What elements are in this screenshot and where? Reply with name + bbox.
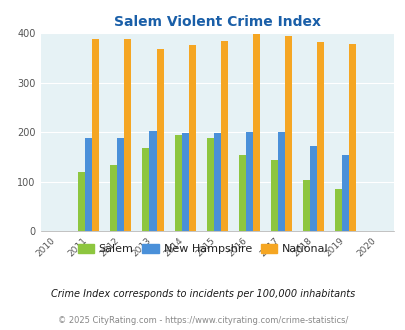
Bar [348,45,355,231]
Bar [277,132,284,231]
Bar [252,35,259,231]
Bar [270,160,277,231]
Text: © 2025 CityRating.com - https://www.cityrating.com/crime-statistics/: © 2025 CityRating.com - https://www.city… [58,316,347,325]
Bar [92,40,99,231]
Bar [284,36,291,231]
Bar [309,146,316,231]
Bar [206,138,213,231]
Text: Crime Index corresponds to incidents per 100,000 inhabitants: Crime Index corresponds to incidents per… [51,289,354,299]
Bar [85,138,92,231]
Bar [156,50,163,231]
Bar [188,45,195,231]
Bar [341,155,348,231]
Bar [181,134,188,231]
Bar [110,165,117,231]
Bar [117,138,124,231]
Bar [142,148,149,231]
Bar [124,40,131,231]
Bar [213,133,220,231]
Bar [316,43,323,231]
Bar [302,180,309,231]
Bar [174,135,181,231]
Bar [245,132,252,231]
Bar [78,172,85,231]
Bar [334,189,341,231]
Bar [149,131,156,231]
Legend: Salem, New Hampshire, National: Salem, New Hampshire, National [73,239,332,258]
Title: Salem Violent Crime Index: Salem Violent Crime Index [113,15,320,29]
Bar [238,155,245,231]
Bar [220,42,227,231]
